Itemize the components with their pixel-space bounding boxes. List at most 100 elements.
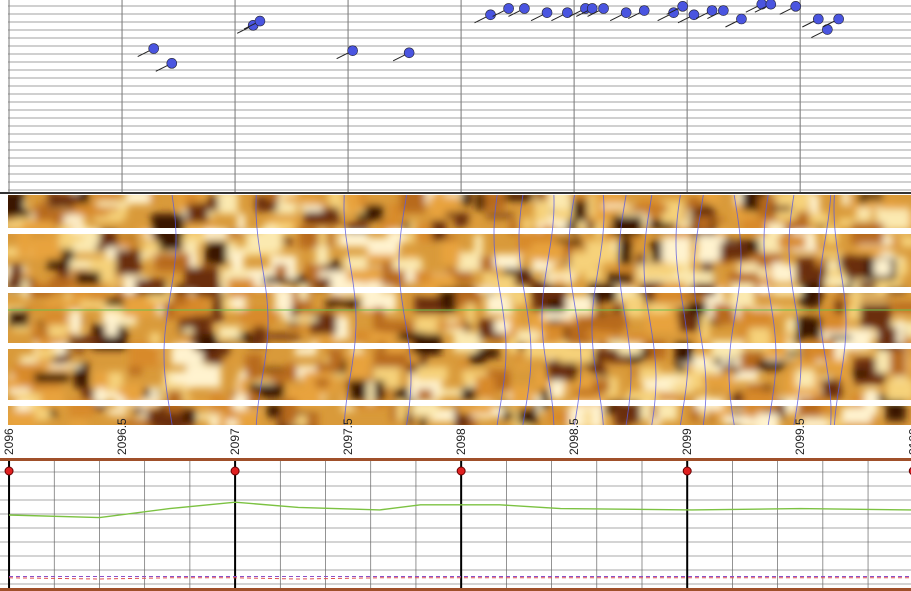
depth-label: 2098 (454, 428, 468, 455)
image-patch (17, 232, 30, 256)
image-patch (329, 347, 342, 369)
tadpole (542, 8, 552, 18)
image-patch (480, 257, 494, 272)
depth-label: 2099.5 (793, 418, 807, 455)
image-patch (547, 361, 572, 380)
image-patch (183, 328, 193, 334)
depth-label: 2096.5 (115, 418, 129, 455)
image-patch (886, 380, 911, 401)
image-patch (470, 220, 479, 225)
image-patch (641, 348, 650, 358)
image-patch (416, 366, 448, 381)
image-patch (517, 330, 538, 342)
image-patch (269, 333, 300, 339)
depth-label: 2097.5 (341, 418, 355, 455)
tadpole (791, 1, 801, 11)
image-patch (284, 237, 291, 245)
image-patch (486, 295, 509, 314)
image-patch (588, 194, 595, 218)
image-patch (186, 365, 221, 387)
image-patch (890, 350, 907, 375)
image-patch (69, 420, 87, 427)
image-patch (835, 299, 844, 313)
image-patch (36, 348, 56, 358)
image-patch (824, 360, 847, 369)
image-patch (461, 361, 468, 370)
image-patch (593, 379, 610, 392)
image-patch (187, 203, 208, 223)
image-patch (344, 256, 367, 270)
image-patch (213, 297, 223, 322)
tadpole (834, 14, 844, 24)
image-patch (40, 337, 64, 344)
tadpole (404, 48, 414, 58)
image-patch (315, 378, 329, 387)
depth-marker (457, 467, 465, 475)
image-patch (770, 206, 792, 211)
image-patch (730, 283, 754, 307)
tadpole (813, 14, 823, 24)
image-patch (542, 312, 574, 320)
image-patch (30, 322, 39, 332)
image-patch (370, 332, 399, 340)
image-patch (433, 193, 444, 219)
depth-label: 2099 (680, 428, 694, 455)
image-patch (474, 234, 483, 255)
image-patch (301, 205, 323, 212)
tadpole (757, 0, 767, 9)
image-patch (108, 409, 127, 415)
image-patch (163, 413, 183, 432)
image-patch (282, 303, 289, 320)
image-patch (874, 260, 891, 276)
well-log: 20962096.520972097.520982098.520992099.5… (0, 0, 911, 591)
image-patch (485, 192, 505, 211)
image-patch (602, 204, 631, 208)
image-patch (860, 332, 878, 338)
image-patch (829, 335, 852, 340)
image-patch (779, 235, 806, 248)
image-patch (11, 264, 23, 281)
image-patch (222, 357, 235, 362)
image-patch (420, 417, 427, 426)
image-patch (529, 308, 545, 334)
image-patch (116, 250, 141, 275)
depth-marker (5, 467, 13, 475)
image-patch (604, 313, 628, 328)
image-patch (284, 364, 297, 380)
pad-gap (8, 228, 911, 234)
image-track (0, 184, 911, 437)
image-patch (771, 261, 784, 280)
image-patch (806, 340, 835, 359)
image-patch (494, 319, 510, 333)
image-patch (515, 364, 530, 368)
image-patch (366, 199, 385, 203)
track-top (0, 458, 911, 461)
image-patch (811, 213, 830, 224)
image-patch (486, 214, 513, 218)
tadpole (599, 3, 609, 13)
image-patch (218, 191, 238, 214)
image-patch (515, 272, 532, 277)
image-patch (795, 369, 814, 387)
image-patch (536, 201, 548, 222)
image-patch (310, 313, 336, 334)
image-patch (5, 411, 35, 429)
tadpole (255, 16, 265, 26)
image-patch (852, 370, 868, 378)
image-patch (785, 351, 800, 356)
image-patch (590, 368, 605, 374)
image-patch (71, 310, 82, 334)
image-patch (548, 299, 561, 324)
image-patch (75, 349, 84, 354)
image-patch (368, 238, 399, 255)
image-patch (571, 253, 594, 271)
image-patch (720, 242, 747, 260)
image-patch (461, 388, 475, 402)
image-patch (749, 253, 782, 262)
image-patch (651, 240, 662, 266)
image-patch (80, 301, 105, 309)
image-patch (336, 308, 342, 316)
tadpole (348, 46, 358, 56)
image-patch (897, 319, 904, 345)
image-patch (8, 310, 28, 326)
